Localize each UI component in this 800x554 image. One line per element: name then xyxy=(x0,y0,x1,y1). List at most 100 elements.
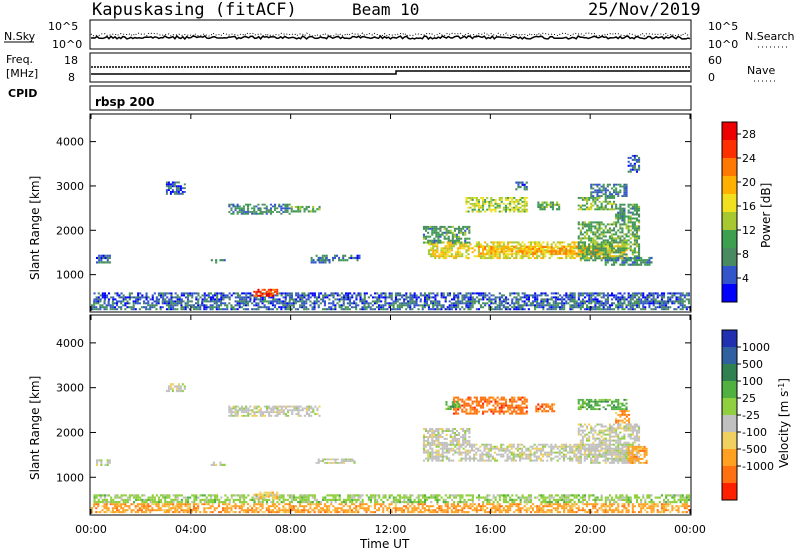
data-cell xyxy=(538,248,541,251)
data-cell xyxy=(332,256,334,260)
data-cell xyxy=(490,306,493,309)
data-cell xyxy=(184,306,187,309)
data-cell xyxy=(278,503,281,506)
data-cell xyxy=(128,298,131,301)
data-cell xyxy=(145,511,148,514)
data-cell xyxy=(284,292,287,295)
data-cell xyxy=(577,306,580,309)
data-cell xyxy=(588,306,591,309)
data-cell xyxy=(567,250,570,253)
data-cell xyxy=(538,243,541,246)
data-cell xyxy=(128,505,131,508)
data-cell xyxy=(631,505,634,508)
data-cell xyxy=(394,292,397,295)
data-cell xyxy=(332,294,335,297)
data-cell xyxy=(318,296,321,299)
data-cell xyxy=(569,511,572,514)
data-cell xyxy=(110,498,113,501)
data-cell xyxy=(596,185,599,188)
data-cell xyxy=(621,263,624,266)
data-cell xyxy=(482,509,485,512)
data-cell xyxy=(214,494,217,497)
data-cell xyxy=(577,505,580,508)
data-cell xyxy=(507,302,510,305)
data-cell xyxy=(448,247,451,250)
data-cell xyxy=(633,511,636,514)
data-cell xyxy=(458,229,461,232)
scatter-region-15 xyxy=(465,197,528,213)
data-cell xyxy=(307,205,310,209)
data-cell xyxy=(602,208,605,211)
data-cell xyxy=(537,205,540,209)
data-cell xyxy=(458,241,461,244)
data-cell xyxy=(615,239,618,242)
data-cell xyxy=(625,235,628,238)
data-cell xyxy=(464,233,467,236)
data-cell xyxy=(586,208,589,211)
data-cell xyxy=(230,304,233,307)
data-cell xyxy=(521,304,524,307)
data-cell xyxy=(563,245,566,248)
data-cell xyxy=(386,302,389,305)
data-cell xyxy=(100,254,103,257)
data-cell xyxy=(274,290,277,293)
data-cell xyxy=(405,296,408,299)
nave-trace xyxy=(91,70,690,75)
data-cell xyxy=(588,221,591,224)
data-cell xyxy=(519,186,522,189)
data-cell xyxy=(151,306,154,309)
data-cell xyxy=(588,223,591,226)
data-cell xyxy=(462,233,465,236)
data-cell xyxy=(340,296,343,299)
data-cell xyxy=(166,296,169,299)
data-cell xyxy=(247,300,250,303)
data-cell xyxy=(321,300,324,303)
data-cell xyxy=(611,245,614,248)
data-cell xyxy=(606,294,609,297)
data-cell xyxy=(625,183,628,186)
data-cell xyxy=(307,210,310,213)
data-cell xyxy=(328,294,331,297)
data-cell xyxy=(586,247,589,250)
data-cell xyxy=(631,503,634,506)
data-cell xyxy=(586,292,589,295)
data-cell xyxy=(606,292,609,295)
data-cell xyxy=(633,300,636,303)
data-cell xyxy=(529,245,532,248)
data-cell xyxy=(594,191,597,194)
data-cell xyxy=(113,505,116,508)
data-cell xyxy=(623,308,626,311)
data-cell xyxy=(116,304,119,307)
data-cell xyxy=(619,225,622,228)
data-cell xyxy=(267,294,270,297)
data-cell xyxy=(550,248,553,251)
data-cell xyxy=(596,221,599,224)
data-cell xyxy=(663,292,666,295)
data-cell xyxy=(633,205,636,208)
data-cell xyxy=(500,300,503,303)
data-cell xyxy=(317,505,320,508)
data-cell xyxy=(222,302,225,305)
data-cell xyxy=(421,294,424,297)
data-cell xyxy=(629,225,632,228)
data-cell xyxy=(122,298,125,301)
data-cell xyxy=(217,308,220,311)
data-cell xyxy=(232,501,235,504)
data-cell xyxy=(577,223,580,226)
data-cell xyxy=(467,505,470,508)
data-cell xyxy=(176,294,179,297)
data-cell xyxy=(448,300,451,303)
data-cell xyxy=(419,503,422,506)
data-cell xyxy=(288,511,291,514)
data-cell xyxy=(590,302,593,305)
data-cell xyxy=(567,252,570,255)
data-cell xyxy=(230,209,233,211)
data-cell xyxy=(613,249,616,252)
data-cell xyxy=(633,263,636,266)
data-cell xyxy=(95,308,98,311)
data-cell xyxy=(613,191,616,194)
data-cell xyxy=(559,257,562,260)
data-cell xyxy=(469,202,472,205)
data-cell xyxy=(313,300,316,303)
data-cell xyxy=(101,296,104,299)
